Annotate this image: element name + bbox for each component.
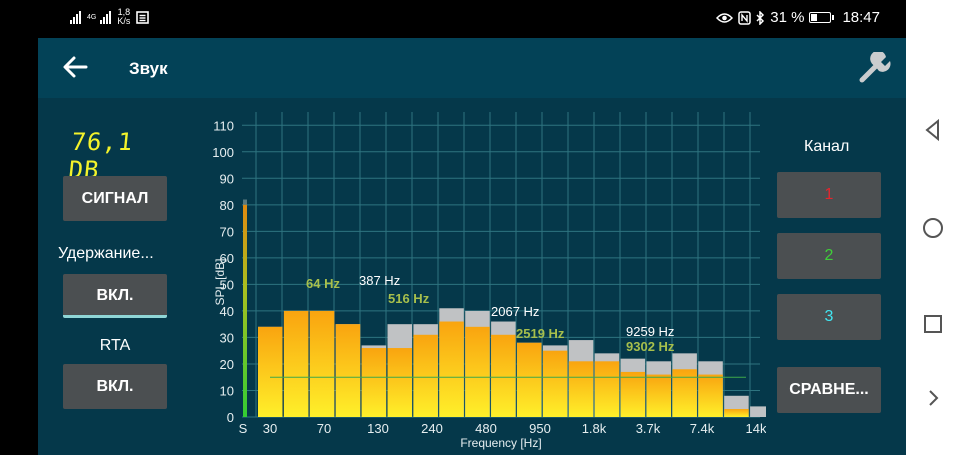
- status-bar: 4G 1,8 K/s 31 % 18:47: [0, 0, 906, 38]
- peak-hold-bar: [750, 406, 766, 417]
- y-tick-label: 40: [220, 304, 234, 319]
- expand-nav-icon[interactable]: [921, 386, 945, 410]
- spectrum-bar: [517, 342, 542, 417]
- y-tick-label: 60: [220, 251, 234, 266]
- peak-label-current: 64 Hz: [306, 276, 340, 291]
- channel-1-button[interactable]: 1: [777, 172, 881, 218]
- peak-label-current: 2519 Hz: [516, 326, 565, 341]
- signal-strength-2-icon: [100, 10, 112, 24]
- x-tick-label: 70: [317, 421, 331, 436]
- spectrum-bar: [387, 348, 412, 417]
- network-speed-unit: K/s: [117, 16, 131, 26]
- spectrum-bars: [258, 308, 766, 417]
- status-left: 4G 1,8 K/s: [70, 8, 150, 26]
- peak-label-hold: 387 Hz: [359, 273, 400, 288]
- channel-3-button[interactable]: 3: [777, 294, 881, 340]
- input-level-meter: [243, 199, 247, 417]
- y-tick-label: 0: [227, 410, 234, 425]
- back-arrow-icon[interactable]: [60, 52, 90, 82]
- spectrum-bar: [465, 326, 490, 417]
- x-tick-label: 3.7k: [636, 421, 661, 436]
- x-tick-label: 14k: [746, 421, 766, 436]
- compare-button[interactable]: СРАВНЕ...: [777, 367, 881, 413]
- y-axis-title: SPL [dB]: [213, 259, 227, 306]
- y-tick-label: 100: [212, 145, 234, 160]
- hold-toggle-button[interactable]: ВКЛ.: [63, 274, 167, 318]
- spectrum-bar: [698, 374, 723, 417]
- x-tick-label: 240: [421, 421, 443, 436]
- y-tick-label: 50: [220, 277, 234, 292]
- peak-label-current: 9302 Hz: [626, 339, 675, 354]
- spectrum-bar: [309, 310, 335, 417]
- spectrum-bar: [413, 334, 438, 417]
- network-speed-value: 1,8: [117, 7, 131, 17]
- rta-label: RTA: [99, 337, 131, 354]
- home-nav-icon[interactable]: [921, 216, 945, 240]
- clock: 18:47: [842, 9, 880, 26]
- rta-toggle-button[interactable]: ВКЛ.: [63, 364, 167, 409]
- meter-fill: [243, 204, 247, 417]
- x-axis-title: Frequency [Hz]: [460, 436, 541, 450]
- x-tick-label: 480: [475, 421, 497, 436]
- recents-nav-icon[interactable]: [921, 312, 945, 336]
- x-tick-label: 950: [529, 421, 551, 436]
- wrench-icon[interactable]: [856, 52, 894, 84]
- spectrum-bar: [620, 371, 646, 417]
- spectrum-bar: [724, 409, 749, 417]
- peak-labels: 387 Hz 2067 Hz 9259 Hz 64 Hz 516 Hz 2519 Hz 93…: [306, 273, 675, 354]
- spectrum-bar: [646, 374, 671, 417]
- spectrum-bar: [542, 350, 568, 417]
- system-nav-bar: [906, 0, 960, 455]
- battery-icon: [809, 12, 835, 23]
- spectrum-bar: [283, 310, 309, 417]
- x-tick-label: S: [239, 421, 248, 436]
- peak-label-hold: 2067 Hz: [491, 304, 539, 319]
- app-header: Звук: [38, 38, 906, 98]
- network-speed: 1,8 K/s: [117, 8, 130, 26]
- network-type-label: 4G: [87, 13, 97, 21]
- x-tick-label: 7.4k: [690, 421, 715, 436]
- spectrum-bar: [672, 369, 697, 417]
- notification-icon: [136, 10, 150, 24]
- nfc-icon: [738, 10, 751, 25]
- chart-axes: 0 10 20 30 40 50 60 70 80 90 100 110 S 30 70 130 240 480 9…: [212, 118, 766, 450]
- spectrum-bar: [439, 321, 464, 417]
- y-tick-label: 10: [220, 383, 234, 398]
- peak-label-current: 516 Hz: [388, 291, 430, 306]
- signal-strength-icon: [70, 10, 81, 24]
- spectrum-bar: [335, 324, 361, 417]
- spectrum-bar: [258, 326, 283, 417]
- x-tick-label: 1.8k: [582, 421, 607, 436]
- y-tick-label: 20: [220, 357, 234, 372]
- y-tick-label: 110: [213, 118, 234, 133]
- y-tick-label: 70: [220, 224, 234, 239]
- spectrum-bar: [594, 361, 620, 417]
- battery-percent: 31 %: [770, 9, 805, 26]
- spectrum-bar: [361, 348, 387, 417]
- y-tick-label: 30: [220, 330, 234, 345]
- page-title: Звук: [129, 59, 168, 78]
- rta-spectrum-chart: 387 Hz 2067 Hz 9259 Hz 64 Hz 516 Hz 2519 Hz 93…: [212, 112, 766, 450]
- sound-app: Звук 76,1 DB СИГНАЛ Удержание... ВКЛ. RT…: [38, 38, 906, 455]
- channel-label: Канал: [804, 138, 850, 155]
- hold-label: Удержание...: [58, 245, 154, 262]
- peak-label-hold: 9259 Hz: [626, 324, 674, 339]
- eye-comfort-icon: [716, 12, 734, 23]
- y-tick-label: 90: [220, 171, 234, 186]
- status-right: 31 % 18:47: [716, 9, 880, 26]
- channel-2-button[interactable]: 2: [777, 233, 881, 279]
- spectrum-bar: [568, 361, 594, 417]
- signal-button[interactable]: СИГНАЛ: [63, 176, 167, 221]
- spectrum-bar: [491, 334, 516, 417]
- back-nav-icon[interactable]: [921, 118, 945, 142]
- y-tick-label: 80: [220, 198, 234, 213]
- bluetooth-icon: [756, 10, 765, 25]
- x-tick-label: 130: [367, 421, 389, 436]
- x-tick-label: 30: [263, 421, 277, 436]
